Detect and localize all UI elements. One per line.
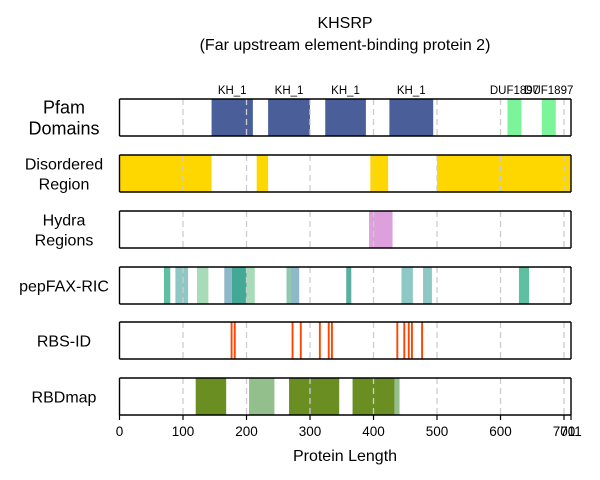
track-5-segment bbox=[195, 378, 227, 415]
domain-label: DUF1897 bbox=[490, 85, 539, 97]
track-4-segment bbox=[318, 322, 321, 359]
track-4-segment bbox=[299, 322, 302, 359]
track-4-segment bbox=[407, 322, 410, 359]
track-5-segment bbox=[289, 378, 340, 415]
track-3-segment bbox=[290, 267, 300, 304]
domain-label: DUF1897 bbox=[524, 85, 573, 97]
domain-label: KH_1 bbox=[218, 85, 247, 97]
track-3-segment bbox=[196, 267, 209, 304]
track-3-segment bbox=[175, 267, 189, 304]
track-3-segment bbox=[346, 267, 352, 304]
domain-label: KH_1 bbox=[275, 85, 304, 97]
track-4: RBS-ID bbox=[37, 321, 572, 360]
track-label: Pfam bbox=[43, 98, 85, 118]
track-1-segment bbox=[437, 155, 571, 192]
track-5: RBDmap bbox=[32, 377, 572, 416]
track-0-segment bbox=[389, 99, 434, 136]
track-2-segment bbox=[369, 211, 393, 248]
x-tick-label: 700 bbox=[553, 424, 576, 439]
track-4-segment bbox=[421, 322, 424, 359]
track-4-segment bbox=[233, 322, 236, 359]
track-4-segment bbox=[330, 322, 333, 359]
track-0-segment bbox=[268, 99, 311, 136]
domain-label: KH_1 bbox=[397, 85, 426, 97]
track-3-segment bbox=[224, 267, 232, 304]
track-3-segment bbox=[401, 267, 413, 304]
track-label: Hydra bbox=[43, 213, 86, 230]
chart-title: KHSRP bbox=[317, 15, 372, 32]
x-tick-label: 500 bbox=[426, 424, 449, 439]
track-label: RBS-ID bbox=[37, 334, 91, 351]
x-tick-label: 200 bbox=[235, 424, 258, 439]
chart-subtitle: (Far upstream element-binding protein 2) bbox=[200, 37, 491, 54]
track-4-segment bbox=[410, 322, 413, 359]
track-4-segment bbox=[327, 322, 330, 359]
track-label: Region bbox=[39, 177, 90, 194]
x-axis-title: Protein Length bbox=[293, 448, 397, 465]
track-0-segment bbox=[541, 99, 556, 136]
track-label: Domains bbox=[28, 119, 99, 139]
track-3-segment bbox=[231, 267, 247, 304]
track-4-segment bbox=[230, 322, 233, 359]
track-3: pepFAX-RIC bbox=[19, 266, 572, 305]
track-label: Disordered bbox=[25, 157, 103, 174]
domain-label: KH_1 bbox=[331, 85, 360, 97]
track-3-segment bbox=[246, 267, 255, 304]
track-label: Regions bbox=[35, 233, 94, 250]
track-1-segment bbox=[370, 155, 389, 192]
x-tick-label: 100 bbox=[172, 424, 195, 439]
track-1: Disordered Region bbox=[25, 154, 572, 194]
track-3-segment bbox=[163, 267, 171, 304]
track-5-segment bbox=[394, 378, 400, 415]
x-tick-label: 711 bbox=[560, 424, 582, 439]
track-1-segment bbox=[119, 155, 212, 192]
track-3-segment bbox=[286, 267, 291, 304]
track-3-segment bbox=[518, 267, 530, 304]
track-0-segment bbox=[325, 99, 366, 136]
track-4-segment bbox=[396, 322, 399, 359]
x-tick-label: 400 bbox=[362, 424, 385, 439]
track-2: Hydra Regions bbox=[35, 210, 572, 250]
track-0-segment bbox=[507, 99, 522, 136]
track-1-segment bbox=[256, 155, 269, 192]
track-label: pepFAX-RIC bbox=[19, 279, 109, 296]
x-tick-label: 300 bbox=[299, 424, 322, 439]
x-tick-label: 0 bbox=[116, 424, 124, 439]
track-4-segment bbox=[291, 322, 294, 359]
track-label: RBDmap bbox=[32, 390, 97, 407]
track-5-segment bbox=[249, 378, 275, 415]
track-4-segment bbox=[403, 322, 406, 359]
x-tick-label: 600 bbox=[489, 424, 512, 439]
track-3-segment bbox=[423, 267, 432, 304]
